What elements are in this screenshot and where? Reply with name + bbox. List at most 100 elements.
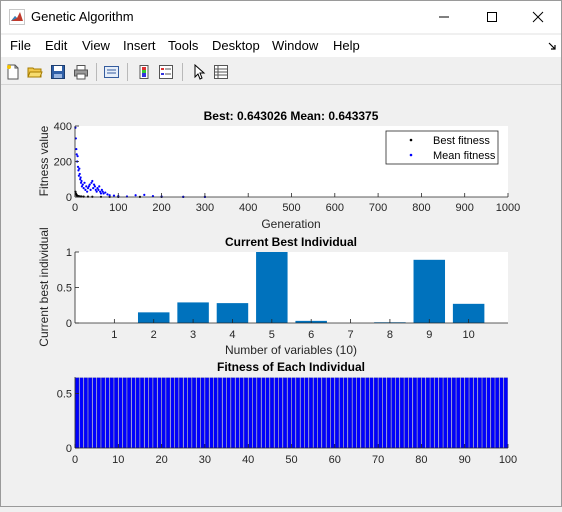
edit-plot-button[interactable] [189,62,209,82]
x-tick-label: 600 [326,202,344,214]
fitness-each-axes[interactable]: 0 10 20 30 40 50 60 70 80 90 100 0 0.5 Fitness of Ea… [57,360,517,466]
individual-fitness-bar [451,377,456,449]
mean-fitness-point [97,188,100,191]
mean-fitness-point [78,172,81,176]
y-tick-label: 400 [54,121,72,133]
menu-window[interactable]: Window [272,38,319,53]
axes-title: Fitness of Each Individual [217,360,365,374]
individual-fitness-bar [196,377,201,449]
mean-fitness-point [93,185,97,188]
maximize-icon [487,12,497,22]
mean-fitness-point [79,178,82,181]
mean-fitness-point [76,165,80,168]
plot-area [75,377,508,448]
print-figure-button[interactable] [71,62,91,82]
mean-fitness-point [86,187,90,190]
individual-fitness-bar [482,377,487,449]
property-inspector-button[interactable] [211,62,231,82]
menu-edit[interactable]: Edit [45,38,68,53]
individual-fitness-bar [144,377,149,449]
individual-fitness-bar [490,377,495,449]
menu-view[interactable]: View [82,38,110,53]
menu-tools[interactable]: Tools [168,38,199,53]
individual-fitness-bar [122,377,127,449]
pointer-arrow-icon [194,64,206,80]
individual-fitness-bar [369,377,374,449]
menu-insert[interactable]: Insert [123,38,156,53]
y-tick-label: 0.5 [57,283,72,295]
toolbar [1,59,561,85]
minimize-icon [439,16,449,18]
individual-fitness-bar [222,377,227,449]
mean-fitness-point [106,193,109,196]
legend-entry-best: Best fitness [433,135,490,147]
insert-legend-button[interactable] [156,62,176,82]
individual-fitness-bar [118,377,123,449]
individual-fitness-bar [105,377,110,449]
individual-fitness-bar [187,377,192,449]
maximize-button[interactable] [469,1,515,33]
individual-fitness-bar [239,377,244,449]
legend[interactable]: Best fitness Mean fitness [385,130,499,165]
x-tick-label: 9 [426,329,432,341]
legend-box [385,130,499,165]
individual-fitness-bar [79,377,84,449]
y-tick-label: 0.5 [57,388,72,400]
y-axis-label: Fitness value [37,125,51,196]
title-bar[interactable]: Genetic Algorithm [1,1,561,33]
open-folder-icon [27,67,43,78]
individual-fitness-bar [503,377,508,449]
save-figure-button[interactable] [48,62,68,82]
x-tick-label: 10 [463,329,475,341]
mean-fitness-point [112,194,116,197]
individual-fitness-bar [408,377,413,449]
mean-fitness-point [96,187,99,190]
mean-fitness-point [143,193,146,196]
mean-fitness-point [99,192,103,195]
individual-fitness-bar [75,377,80,449]
open-file-button[interactable] [25,62,45,82]
individual-fitness-bar [391,377,396,449]
individual-fitness-bar [426,377,430,449]
insert-colorbar-button[interactable] [134,62,154,82]
individual-fitness-bar [235,377,240,449]
bar-variable-9 [413,259,446,323]
individual-fitness-bar [361,377,365,449]
individual-fitness-bar [443,377,448,449]
best-individual-axes[interactable]: 1 2 3 4 5 6 7 8 9 10 0 0.5 1 Current Best Individual… [37,227,508,357]
menu-file[interactable]: File [10,38,31,53]
x-tick-label: 0 [72,202,78,214]
individual-fitness-bar [157,377,162,449]
individual-fitness-bar [486,377,491,449]
x-tick-label: 5 [269,329,275,341]
plots-svg: 0 100 200 300 400 500 600 700 800 900 10000200400 … [37,109,520,466]
mean-fitness-point [80,185,84,188]
individual-fitness-bar [365,377,370,449]
individual-fitness-bar [265,377,270,449]
mean-fitness-point [75,153,78,156]
menu-desktop[interactable]: Desktop [212,38,260,53]
bar-variable-4 [216,303,249,323]
dock-arrow-icon[interactable] [548,41,558,51]
bar-variable-10 [452,303,485,323]
y-tick-label: 0 [66,443,72,455]
mean-fitness-point [77,174,80,177]
x-tick-label: 70 [372,454,384,466]
y-axis-label: Current best individual [37,227,51,346]
new-figure-button[interactable] [3,62,23,82]
individual-fitness-bar [170,377,175,449]
x-tick-label: 60 [329,454,341,466]
mean-fitness-point [134,194,137,197]
x-tick-label: 3 [190,329,196,341]
menu-help[interactable]: Help [333,38,360,53]
individual-fitness-bar [378,377,383,449]
individual-fitness-bar [473,377,478,449]
mean-fitness-point [90,181,93,184]
close-button[interactable] [515,1,561,33]
fitness-axes[interactable]: 0 100 200 300 400 500 600 700 800 900 10000200400 … [37,109,520,231]
link-plot-icon [104,66,119,78]
individual-fitness-bar [413,377,417,449]
toolbar-separator [127,63,128,81]
link-plot-button[interactable] [102,62,122,82]
minimize-button[interactable] [421,1,467,33]
